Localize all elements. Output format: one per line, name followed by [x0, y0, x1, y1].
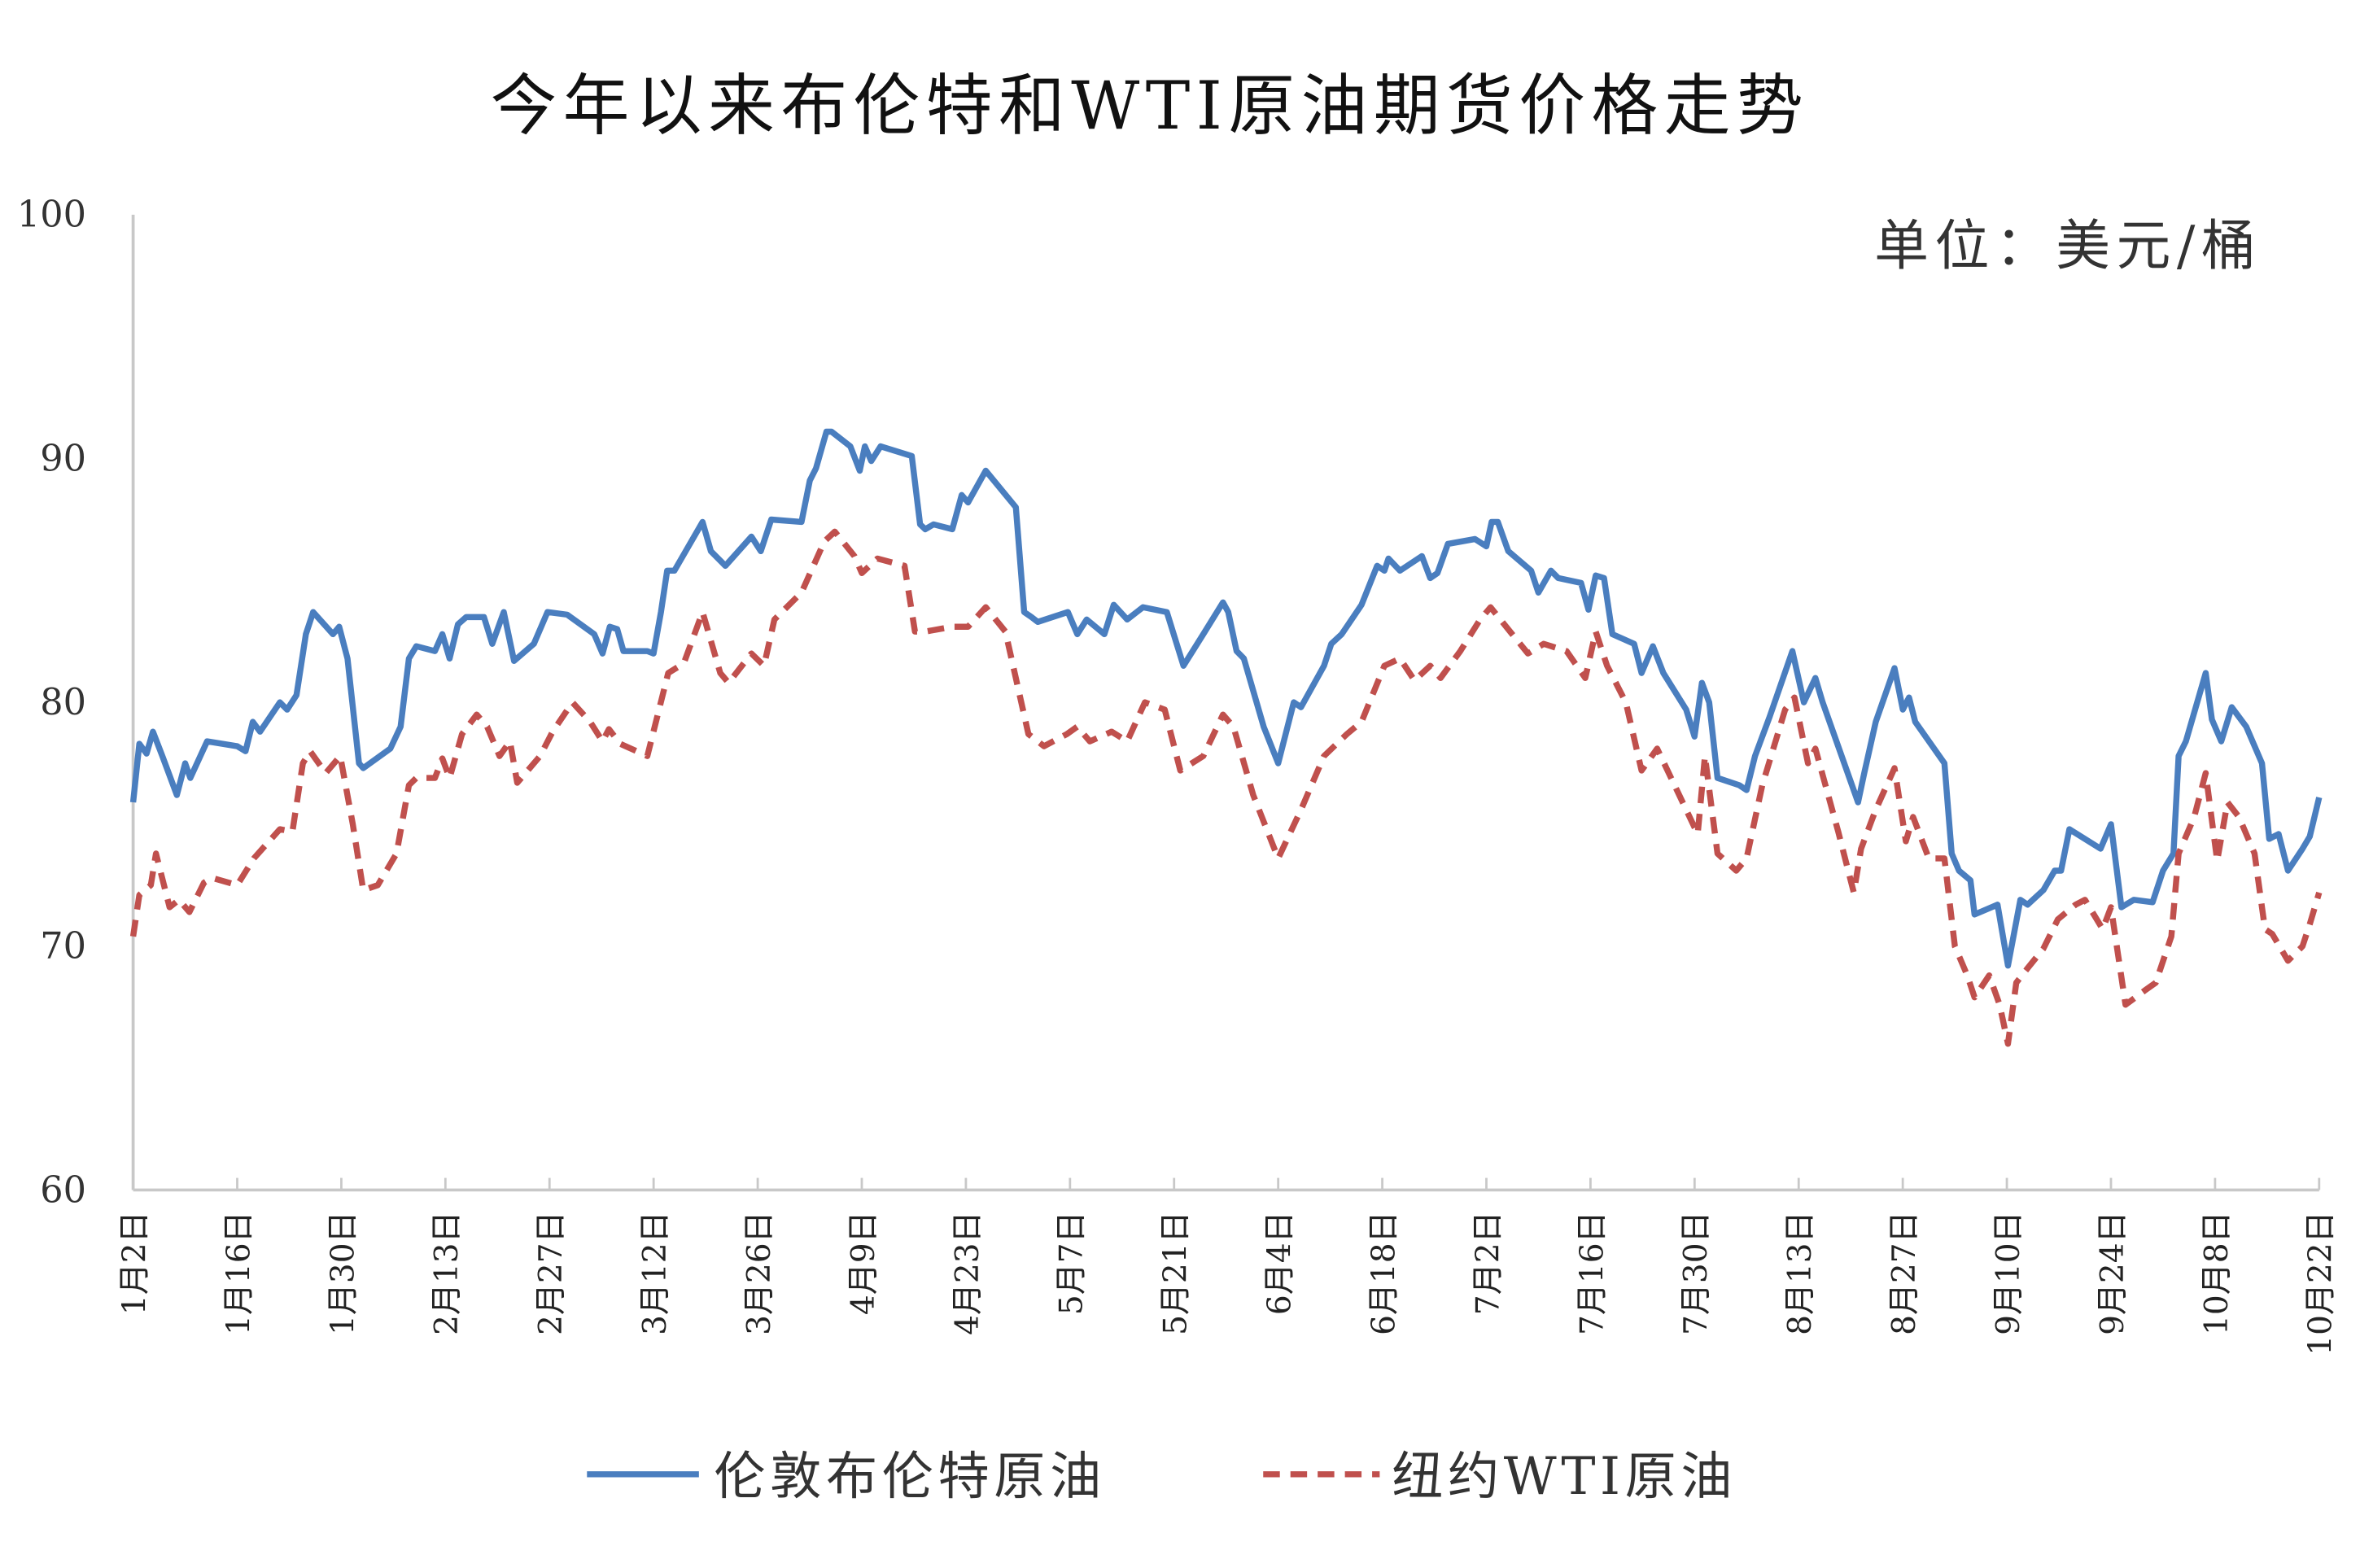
x-tick-label: 1月16日: [221, 1211, 257, 1334]
x-tick-label: 5月21日: [1158, 1211, 1195, 1334]
y-tick-label: 70: [40, 925, 86, 967]
legend: 伦敦布伦特原油 纽约WTI原油: [587, 1446, 1737, 1506]
x-tick-label: 8月27日: [1886, 1211, 1923, 1334]
x-tick-label: 2月27日: [533, 1211, 570, 1334]
x-tick-label: 1月2日: [116, 1211, 153, 1315]
x-tick-label: 9月10日: [1991, 1211, 2027, 1334]
wti-line: [129, 528, 2323, 1047]
x-tick-label: 9月24日: [2095, 1211, 2131, 1334]
legend-label-brent: 伦敦布伦特原油: [714, 1446, 1105, 1506]
x-tick-label: 7月30日: [1678, 1211, 1715, 1334]
chart-title: 今年以来布伦特和WTI原油期货价格走势: [490, 68, 1809, 145]
y-tick-label: 60: [40, 1168, 86, 1211]
x-tick-label: 6月18日: [1366, 1211, 1402, 1334]
x-tick-label: 5月7日: [1054, 1211, 1090, 1315]
y-tick-label: 100: [17, 194, 86, 236]
x-tick-label: 7月16日: [1574, 1211, 1610, 1334]
x-tick-label: 10月8日: [2199, 1211, 2235, 1334]
x-tick-label: 4月9日: [846, 1211, 882, 1315]
x-tick-label: 2月13日: [429, 1211, 465, 1334]
x-tick-label: 6月4日: [1262, 1211, 1299, 1315]
y-tick-label: 90: [40, 437, 86, 479]
series-group: [129, 428, 2323, 1047]
x-tick-label: 3月12日: [637, 1211, 674, 1334]
x-tick-label: 7月2日: [1470, 1211, 1506, 1315]
brent-line: [129, 428, 2323, 969]
axes: 60 70 80 90 100 1月2日 1月16日 1月30日 2月13日 2月27日 3月12日…: [17, 194, 2340, 1356]
unit-label: 单位：美元/桶: [1874, 214, 2262, 277]
x-tick-label: 1月30日: [325, 1211, 361, 1334]
x-tick-label: 3月26日: [741, 1211, 778, 1334]
legend-label-wti: 纽约WTI原油: [1392, 1446, 1737, 1506]
x-tick-label: 4月23日: [950, 1211, 986, 1334]
y-tick-label: 80: [40, 681, 86, 723]
x-tick-label: 10月22日: [2303, 1211, 2340, 1355]
x-tick-label: 8月13日: [1782, 1211, 1819, 1334]
